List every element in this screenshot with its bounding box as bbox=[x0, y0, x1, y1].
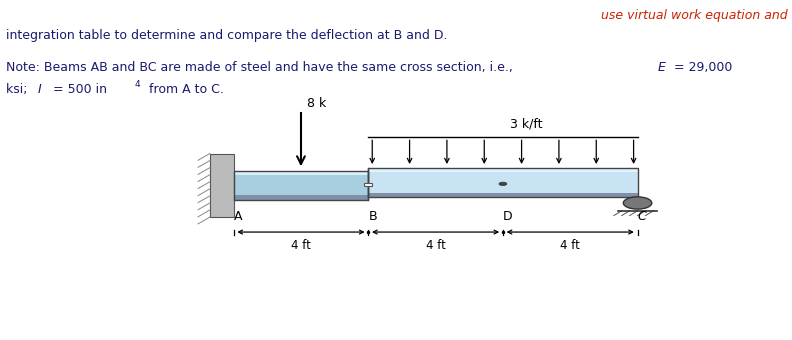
Bar bbox=[368, 168, 638, 197]
Text: ksi;: ksi; bbox=[6, 83, 32, 96]
Text: 4 ft: 4 ft bbox=[291, 239, 311, 252]
Text: use virtual work equation and: use virtual work equation and bbox=[601, 8, 788, 21]
Bar bbox=[234, 171, 368, 200]
Text: = 500 in: = 500 in bbox=[49, 83, 107, 96]
Text: I: I bbox=[38, 83, 42, 96]
Bar bbox=[234, 171, 368, 175]
Text: E: E bbox=[658, 61, 666, 74]
Bar bbox=[368, 193, 638, 197]
Bar bbox=[234, 195, 368, 200]
Text: A: A bbox=[234, 210, 242, 223]
Circle shape bbox=[499, 182, 507, 186]
Text: 8 k: 8 k bbox=[307, 97, 326, 110]
Text: C: C bbox=[638, 210, 646, 223]
Text: from A to C.: from A to C. bbox=[145, 83, 224, 96]
Text: B: B bbox=[368, 210, 377, 223]
Bar bbox=[364, 183, 372, 186]
Bar bbox=[368, 172, 638, 193]
Bar bbox=[234, 175, 368, 195]
Text: D: D bbox=[503, 210, 512, 223]
Text: 4 ft: 4 ft bbox=[560, 239, 581, 252]
Text: integration table to determine and compare the deflection at B and D.: integration table to determine and compa… bbox=[6, 29, 447, 42]
Text: 4: 4 bbox=[135, 80, 140, 89]
Bar bbox=[368, 168, 638, 172]
Text: 4 ft: 4 ft bbox=[425, 239, 446, 252]
Circle shape bbox=[623, 197, 652, 209]
Text: 3 k/ft: 3 k/ft bbox=[510, 118, 543, 131]
Bar bbox=[210, 154, 234, 217]
Text: = 29,000: = 29,000 bbox=[670, 61, 733, 74]
Text: Note: Beams AB and BC are made of steel and have the same cross section, i.e.,: Note: Beams AB and BC are made of steel … bbox=[6, 61, 517, 74]
